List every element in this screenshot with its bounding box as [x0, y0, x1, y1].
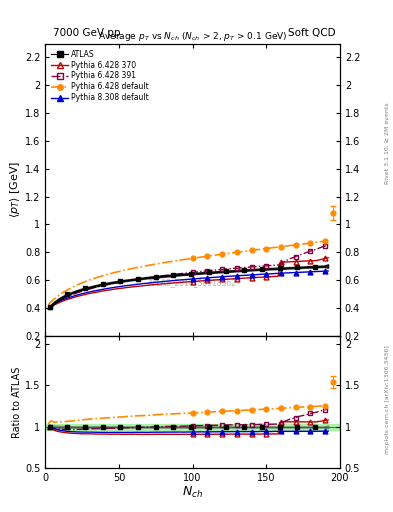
Text: ATLAS_2010_S8918562: ATLAS_2010_S8918562: [148, 279, 237, 288]
Title: Average $p_T$ vs $N_{ch}$ ($N_{ch}$ > 2, $p_T$ > 0.1 GeV): Average $p_T$ vs $N_{ch}$ ($N_{ch}$ > 2,…: [98, 30, 287, 44]
Text: mcplots.cern.ch [arXiv:1306.3436]: mcplots.cern.ch [arXiv:1306.3436]: [385, 345, 389, 454]
X-axis label: $N_{ch}$: $N_{ch}$: [182, 485, 203, 500]
Y-axis label: $\langle p_T \rangle$ [GeV]: $\langle p_T \rangle$ [GeV]: [8, 161, 22, 218]
Y-axis label: Ratio to ATLAS: Ratio to ATLAS: [12, 367, 22, 438]
Text: 7000 GeV pp: 7000 GeV pp: [53, 28, 121, 38]
Legend: ATLAS, Pythia 6.428 370, Pythia 6.428 391, Pythia 6.428 default, Pythia 8.308 de: ATLAS, Pythia 6.428 370, Pythia 6.428 39…: [49, 47, 151, 104]
Text: Rivet 3.1.10, ≥ 2M events: Rivet 3.1.10, ≥ 2M events: [385, 102, 389, 184]
Text: Soft QCD: Soft QCD: [288, 28, 336, 38]
